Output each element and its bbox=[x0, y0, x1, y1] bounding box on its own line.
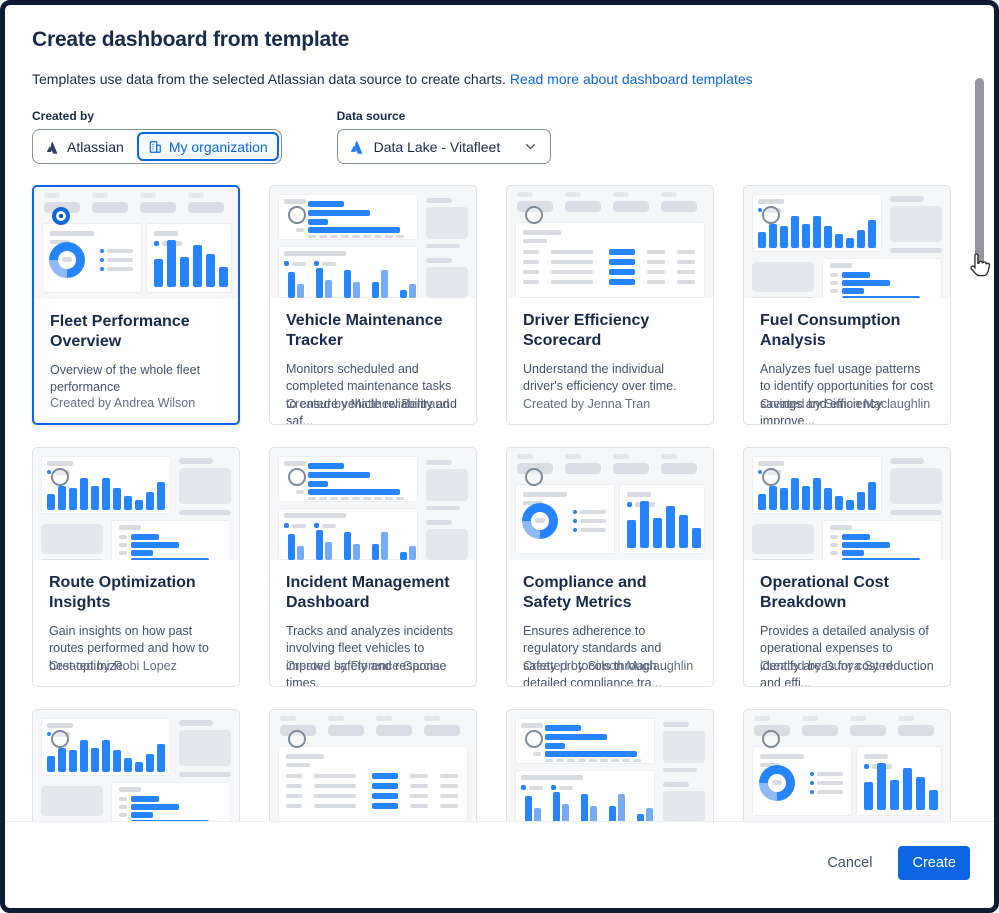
template-thumbnail bbox=[507, 710, 713, 821]
template-card-author: Created by Jenna Tran bbox=[523, 397, 651, 411]
template-card-title: Driver Efficiency Scorecard bbox=[523, 312, 650, 350]
template-card-description: Monitors scheduled and completed mainten… bbox=[286, 361, 457, 425]
template-card-title: Incident Management Dashboard bbox=[286, 574, 450, 612]
template-card-author: Created by Andrea Wilson bbox=[50, 396, 196, 410]
template-thumbnail bbox=[270, 186, 476, 298]
template-thumbnail bbox=[744, 186, 950, 298]
data-source-value: Data Lake - Vitafleet bbox=[373, 138, 501, 155]
template-card-title: Compliance and Safety Metrics bbox=[523, 574, 647, 612]
template-card-description: Provides a detailed analysis of operatio… bbox=[760, 623, 934, 687]
created-by-my-organization-button[interactable]: My organization bbox=[136, 132, 279, 161]
cancel-button[interactable]: Cancel bbox=[827, 855, 873, 871]
template-card-description: Analyzes fuel usage patterns to identify… bbox=[760, 361, 934, 425]
template-card[interactable] bbox=[269, 709, 477, 821]
template-card[interactable] bbox=[506, 709, 714, 821]
created-by-atlassian-button[interactable]: Atlassian bbox=[35, 132, 135, 161]
data-source-field: Data source Data Lake - Vitafleet bbox=[336, 109, 551, 164]
template-card-title: Route Optimization Insights bbox=[49, 574, 196, 612]
template-thumbnail bbox=[744, 710, 950, 821]
created-by-field: Created by Atlassian My organization bbox=[32, 109, 282, 164]
template-card-description: Ensures adherence to regulatory standard… bbox=[523, 623, 662, 687]
template-card-description: Tracks and analyzes incidents involving … bbox=[286, 623, 453, 687]
created-by-label: Created by bbox=[32, 109, 95, 123]
data-source-label: Data source bbox=[336, 109, 406, 123]
template-card[interactable]: Fleet Performance Overview Overview of t… bbox=[32, 185, 240, 425]
template-card-title: Fuel Consumption Analysis bbox=[760, 312, 901, 350]
template-card-description: Understand the individual driver's effic… bbox=[523, 361, 677, 394]
read-more-link[interactable]: Read more about dashboard templates bbox=[509, 71, 753, 87]
template-card-description: Gain insights on how past routes perform… bbox=[49, 623, 209, 673]
template-card-author: Created by Matthew Bertrand bbox=[286, 397, 450, 411]
template-card[interactable]: Route Optimization Insights Gain insight… bbox=[32, 447, 240, 687]
created-by-toggle: Atlassian My organization bbox=[32, 129, 282, 164]
template-thumbnail bbox=[33, 710, 239, 821]
template-card[interactable]: Operational Cost Breakdown Provides a de… bbox=[743, 447, 951, 687]
scrollbar-thumb[interactable] bbox=[975, 78, 984, 268]
template-grid: Fleet Performance Overview Overview of t… bbox=[32, 185, 967, 821]
template-thumbnail bbox=[744, 448, 950, 560]
template-card[interactable] bbox=[32, 709, 240, 821]
template-card-author: Created by Robi Lopez bbox=[49, 659, 177, 673]
template-thumbnail bbox=[270, 710, 476, 821]
template-thumbnail bbox=[33, 448, 239, 560]
modal-scroll-area: Create dashboard from template Templates… bbox=[5, 5, 994, 821]
organization-building-icon bbox=[148, 140, 162, 154]
template-card-author: Created by Simon Maclaughlin bbox=[760, 397, 931, 411]
template-card[interactable]: Incident Management Dashboard Tracks and… bbox=[269, 447, 477, 687]
template-card[interactable]: Driver Efficiency Scorecard Understand t… bbox=[506, 185, 714, 425]
created-by-my-organization-label: My organization bbox=[168, 138, 268, 155]
modal-footer: Cancel Create bbox=[5, 821, 994, 908]
template-thumbnail bbox=[34, 187, 238, 299]
atlassian-logo-icon bbox=[46, 140, 60, 154]
template-card[interactable]: Compliance and Safety Metrics Ensures ad… bbox=[506, 447, 714, 687]
created-by-atlassian-label: Atlassian bbox=[67, 138, 124, 155]
template-card[interactable]: Fuel Consumption Analysis Analyzes fuel … bbox=[743, 185, 951, 425]
page-description: Templates use data from the selected Atl… bbox=[32, 71, 967, 87]
template-card[interactable]: Vehicle Maintenance Tracker Monitors sch… bbox=[269, 185, 477, 425]
template-thumbnail bbox=[507, 448, 713, 560]
template-card-title: Vehicle Maintenance Tracker bbox=[286, 312, 443, 350]
template-card-author: Created by Florence Garcia bbox=[286, 659, 440, 673]
template-thumbnail bbox=[507, 186, 713, 298]
description-text: Templates use data from the selected Atl… bbox=[32, 71, 506, 87]
template-card-description: Overview of the whole fleet performance bbox=[50, 362, 201, 395]
template-card-title: Operational Cost Breakdown bbox=[760, 574, 889, 612]
template-card-author: Created by Simon Maclaughlin bbox=[523, 659, 694, 673]
template-card-author: Created by Dunya Syed bbox=[760, 659, 893, 673]
template-card[interactable] bbox=[743, 709, 951, 821]
template-card-title: Fleet Performance Overview bbox=[50, 313, 190, 351]
atlassian-logo-blue-icon bbox=[350, 139, 365, 154]
data-source-select[interactable]: Data Lake - Vitafleet bbox=[336, 129, 551, 164]
template-thumbnail bbox=[270, 448, 476, 560]
create-button[interactable]: Create bbox=[898, 846, 970, 880]
chevron-down-icon bbox=[523, 139, 538, 154]
page-title: Create dashboard from template bbox=[32, 28, 350, 51]
